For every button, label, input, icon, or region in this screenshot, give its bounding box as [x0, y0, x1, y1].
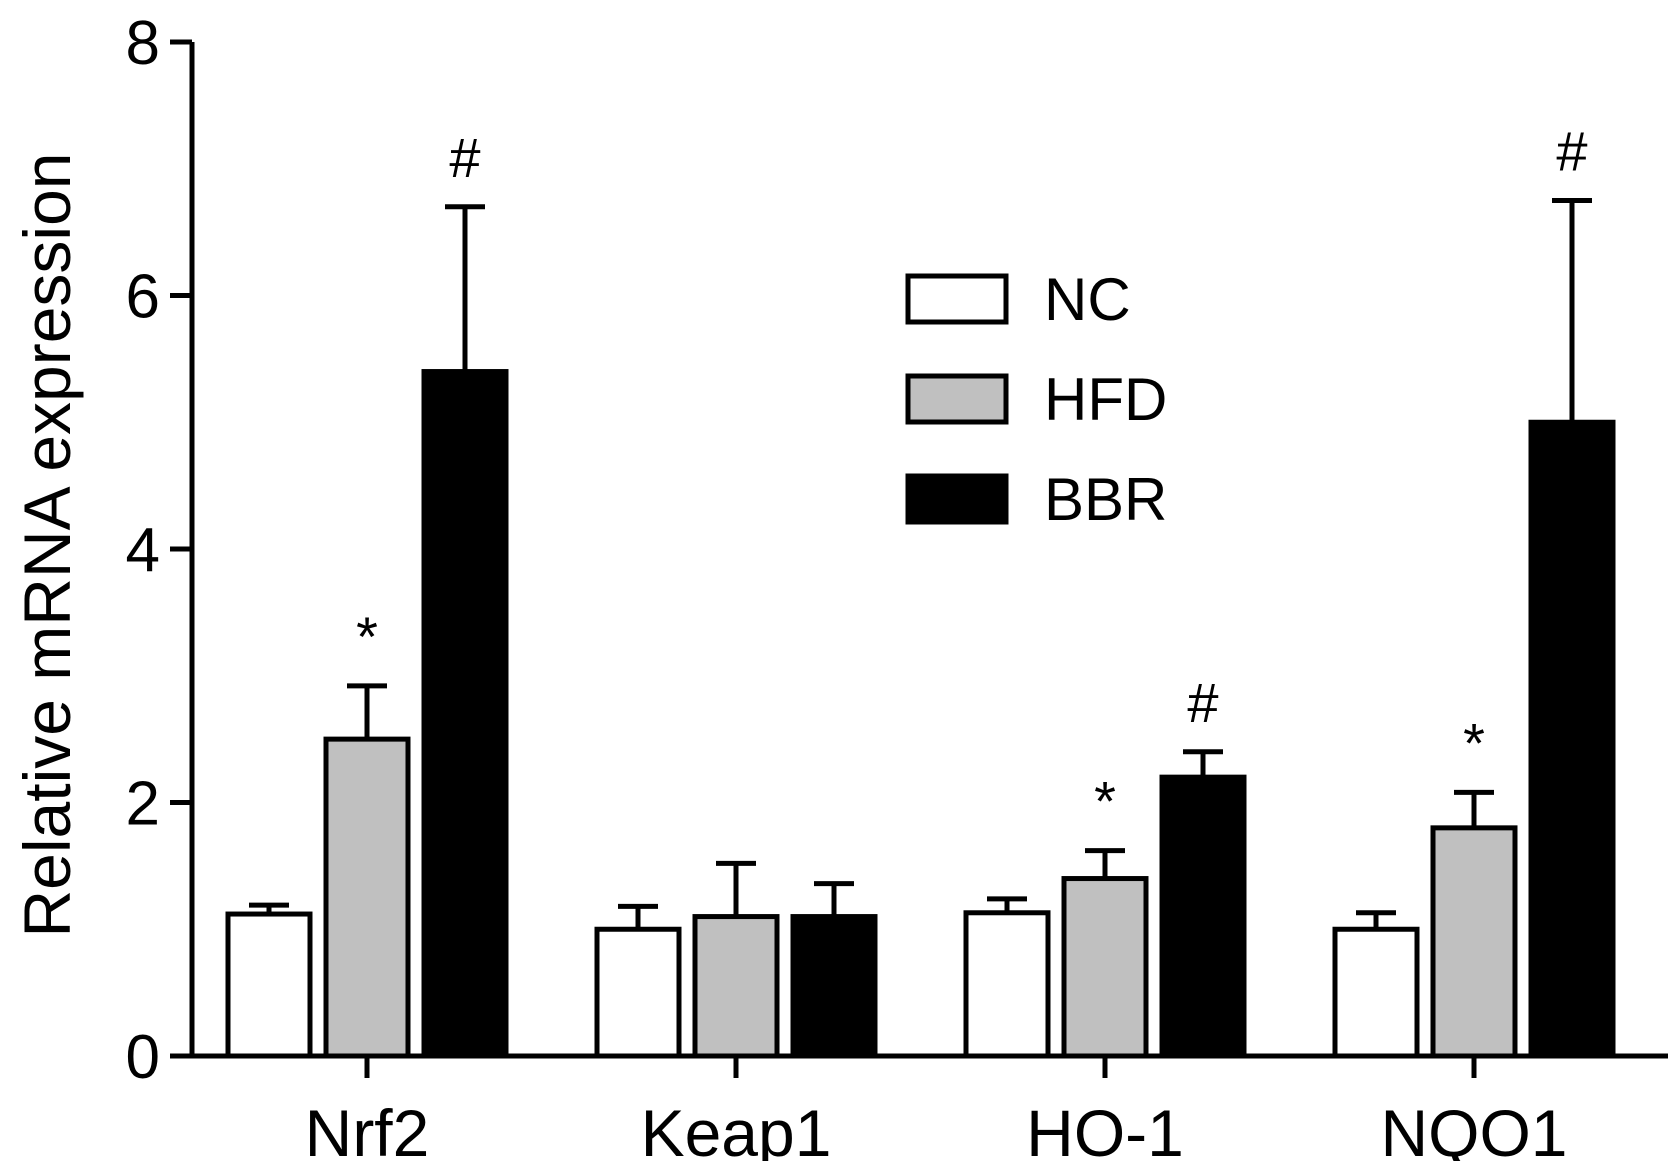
bar-hfd-keap1: [692, 914, 780, 1059]
significance-marker: *: [1094, 770, 1116, 833]
bar-hfd-nrf2: [323, 736, 411, 1059]
bar-hfd-ho-1: [1061, 876, 1149, 1059]
y-tick-label: 8: [126, 9, 160, 78]
y-tick-label: 2: [126, 770, 160, 839]
y-axis: 0 2 4 6 8: [126, 9, 195, 1092]
x-axis: Nrf2 Keap1 HO-1 NQO1: [192, 1053, 1668, 1161]
legend: NC HFD BBR: [905, 266, 1167, 533]
bar-bbr-nqo1: [1528, 419, 1616, 1059]
legend-swatch-nc: [905, 273, 1009, 325]
legend-label-hfd: HFD: [1044, 366, 1167, 433]
legend-label-bbr: BBR: [1044, 466, 1167, 533]
significance-marker: #: [449, 126, 480, 189]
significance-marker: *: [1463, 711, 1485, 774]
y-axis-label: Relative mRNA expression: [10, 153, 84, 938]
x-category-label: Keap1: [641, 1096, 832, 1161]
bar-hfd-nqo1: [1430, 825, 1518, 1059]
bar-nc-nrf2: [225, 911, 313, 1059]
bar-nc-nqo1: [1332, 926, 1420, 1059]
legend-label-nc: NC: [1044, 266, 1131, 333]
x-category-label: NQO1: [1380, 1096, 1567, 1161]
significance-marker: #: [1187, 671, 1218, 734]
x-category-label: HO-1: [1026, 1096, 1184, 1161]
y-tick-label: 0: [126, 1023, 160, 1092]
legend-swatch-hfd: [905, 373, 1009, 425]
legend-swatch-bbr: [905, 473, 1009, 525]
bar-bbr-ho-1: [1159, 774, 1247, 1059]
significance-marker: #: [1556, 119, 1587, 182]
bar-nc-ho-1: [963, 910, 1051, 1059]
significance-marker: *: [356, 605, 378, 668]
bar-bbr-nrf2: [421, 369, 509, 1059]
y-tick-label: 4: [126, 516, 160, 585]
bar-bbr-keap1: [790, 914, 878, 1059]
x-category-label: Nrf2: [305, 1096, 430, 1161]
bar-nc-keap1: [594, 926, 682, 1059]
bars: * # * # * #: [225, 119, 1616, 1059]
y-tick-label: 6: [126, 263, 160, 332]
